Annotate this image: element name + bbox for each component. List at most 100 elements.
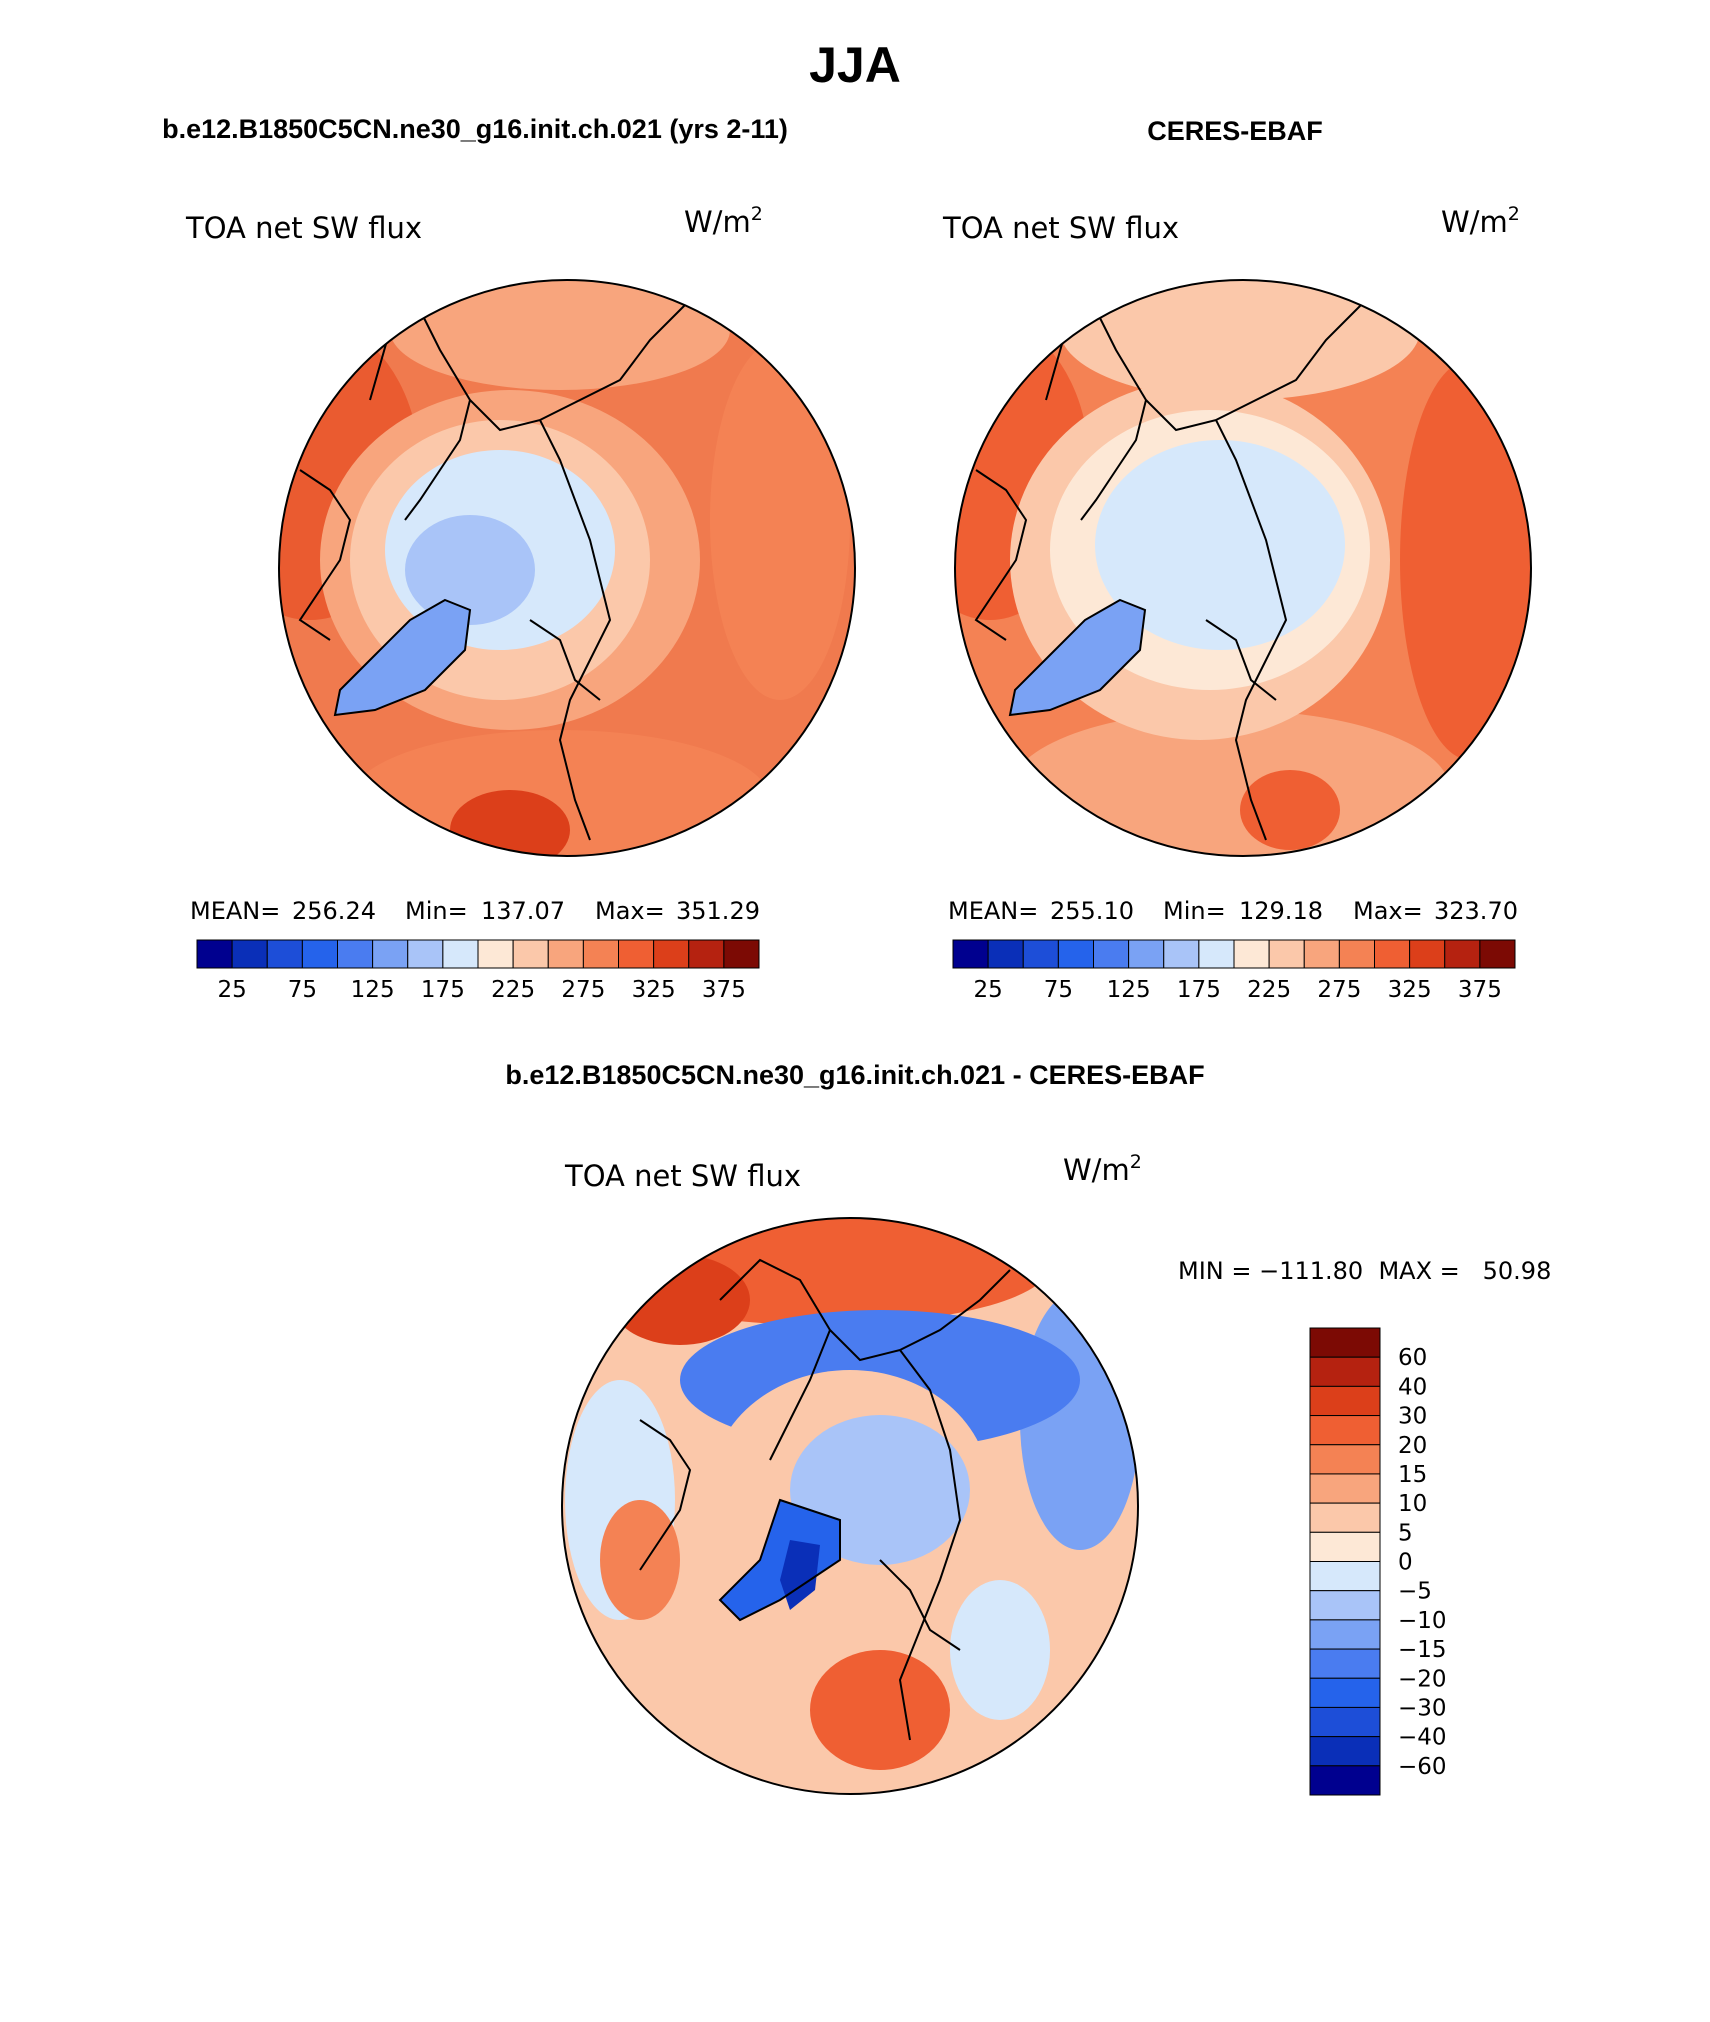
units-label: W/m2 <box>684 203 763 239</box>
stats-line: MEAN= 256.24 Min= 137.07 Max= 351.29 <box>190 897 760 925</box>
colorbar <box>952 939 1516 969</box>
colorbar-swatch <box>266 939 303 969</box>
field-region-hotspot <box>450 790 570 856</box>
colorbar-tick-label: 175 <box>421 977 465 1003</box>
colorbar-swatch <box>1309 1765 1381 1796</box>
colorbar-swatch <box>1374 939 1411 969</box>
colorbar <box>196 939 760 969</box>
colorbar-swatch <box>1309 1415 1381 1446</box>
colorbar-tick-label: −10 <box>1398 1608 1447 1634</box>
colorbar-tick-label: 25 <box>217 977 246 1003</box>
colorbar-swatch <box>1309 1356 1381 1387</box>
colorbar-swatch <box>1022 939 1059 969</box>
colorbar-tick-label: 225 <box>491 977 535 1003</box>
colorbar-tick-label: 275 <box>1317 977 1361 1003</box>
colorbar-tick-label: 15 <box>1398 1462 1427 1488</box>
colorbar-tick-label: 30 <box>1398 1404 1427 1430</box>
colorbar-tick-label: 175 <box>1177 977 1221 1003</box>
max-label: Max= <box>1353 897 1423 925</box>
field-region-pole-core <box>405 515 535 625</box>
colorbar-swatch <box>1309 1619 1381 1650</box>
colorbar-tick-label: 60 <box>1398 1345 1427 1371</box>
variable-label: TOA net SW flux <box>942 211 1179 245</box>
colorbar-swatch <box>1303 939 1340 969</box>
colorbar <box>1309 1327 1381 1796</box>
field-region-north <box>390 280 730 390</box>
polar-map <box>562 1218 1138 1794</box>
colorbar-tick-label: 325 <box>1388 977 1432 1003</box>
panel-title: b.e12.B1850C5CN.ne30_g16.init.ch.021 - C… <box>505 1060 1204 1090</box>
variable-label: TOA net SW flux <box>185 211 422 245</box>
coastlines <box>639 1258 1011 1741</box>
field-region-west-warm <box>600 1500 680 1620</box>
colorbar-swatch <box>1309 1327 1381 1358</box>
colorbar-swatch <box>231 939 268 969</box>
panel-difference: b.e12.B1850C5CN.ne30_g16.init.ch.021 - C… <box>505 1060 1551 1796</box>
page-title: JJA <box>809 37 901 93</box>
colorbar-swatch <box>1309 1677 1381 1708</box>
colorbar-swatch <box>1309 1502 1381 1533</box>
colorbar-ticks: 25 75 125 175 225 275 325 375 <box>217 977 745 1003</box>
colorbar-swatch <box>1128 939 1165 969</box>
min-value: 137.07 <box>481 897 565 925</box>
colorbar-tick-label: 375 <box>702 977 746 1003</box>
polar-map <box>955 280 1531 856</box>
colorbar-swatch <box>1163 939 1200 969</box>
colorbar-tick-label: 20 <box>1398 1433 1427 1459</box>
colorbar-swatch <box>1268 939 1305 969</box>
map-outline <box>278 279 856 857</box>
colorbar-tick-label: −20 <box>1398 1666 1447 1692</box>
field-region-greenland-cool <box>720 1500 840 1620</box>
colorbar-ticks: 25 75 125 175 225 275 325 375 <box>973 977 1501 1003</box>
colorbar-tick-label: 225 <box>1247 977 1291 1003</box>
colorbar-swatch <box>1444 939 1481 969</box>
colorbar-swatch <box>1309 1561 1381 1592</box>
variable-label: TOA net SW flux <box>564 1159 801 1193</box>
minmax-label: MIN = −111.80 MAX = 50.98 <box>1178 1257 1551 1285</box>
colorbar-tick-label: 10 <box>1398 1491 1427 1517</box>
colorbar-swatch <box>1309 1531 1381 1562</box>
colorbar-swatch <box>1057 939 1094 969</box>
colorbar-tick-label: 5 <box>1398 1520 1413 1546</box>
colorbar-swatch <box>407 939 444 969</box>
field-region-south-warm <box>810 1650 950 1770</box>
colorbar-tick-label: 125 <box>1107 977 1151 1003</box>
colorbar-swatch <box>477 939 514 969</box>
colorbar-swatch <box>1309 1648 1381 1679</box>
units-base: W/m <box>684 205 751 239</box>
colorbar-swatch <box>1309 1736 1381 1767</box>
mean-label: MEAN= <box>948 897 1038 925</box>
field-region-pole <box>1095 440 1345 650</box>
units-base: W/m <box>1063 1153 1130 1187</box>
colorbar-swatch <box>1309 1590 1381 1621</box>
colorbar-tick-label: −40 <box>1398 1725 1447 1751</box>
colorbar-swatch <box>337 939 374 969</box>
field-region-warm-east <box>1400 360 1531 760</box>
colorbar-swatch <box>442 939 479 969</box>
colorbar-swatch <box>1309 1385 1381 1417</box>
colorbar-swatch <box>1309 1473 1381 1504</box>
colorbar-swatch <box>1309 1444 1381 1475</box>
max-value: 323.70 <box>1434 897 1518 925</box>
colorbar-swatch <box>1409 939 1446 969</box>
colorbar-tick-label: 275 <box>561 977 605 1003</box>
field-region-southeast-cool <box>950 1580 1050 1720</box>
panel-obs: CERES-EBAF TOA net SW flux W/m2 MEAN= 25… <box>942 116 1532 1003</box>
colorbar-tick-label: −60 <box>1398 1754 1447 1780</box>
units-label: W/m2 <box>1441 203 1520 239</box>
units-exponent: 2 <box>1130 1151 1142 1173</box>
colorbar-swatch <box>723 939 760 969</box>
field-region-warm-east <box>710 340 850 700</box>
units-label: W/m2 <box>1063 1151 1142 1187</box>
colorbar-tick-label: 125 <box>351 977 395 1003</box>
stats-line: MEAN= 255.10 Min= 129.18 Max= 323.70 <box>948 897 1518 925</box>
colorbar-tick-label: −15 <box>1398 1637 1447 1663</box>
field-region-hotspot <box>1240 770 1340 850</box>
colorbar-swatch <box>987 939 1024 969</box>
colorbar-swatch <box>1479 939 1516 969</box>
mean-value: 255.10 <box>1050 897 1134 925</box>
colorbar-swatch <box>1338 939 1375 969</box>
colorbar-tick-label: 40 <box>1398 1374 1427 1400</box>
min-value: 129.18 <box>1239 897 1323 925</box>
map-outline <box>954 279 1532 857</box>
